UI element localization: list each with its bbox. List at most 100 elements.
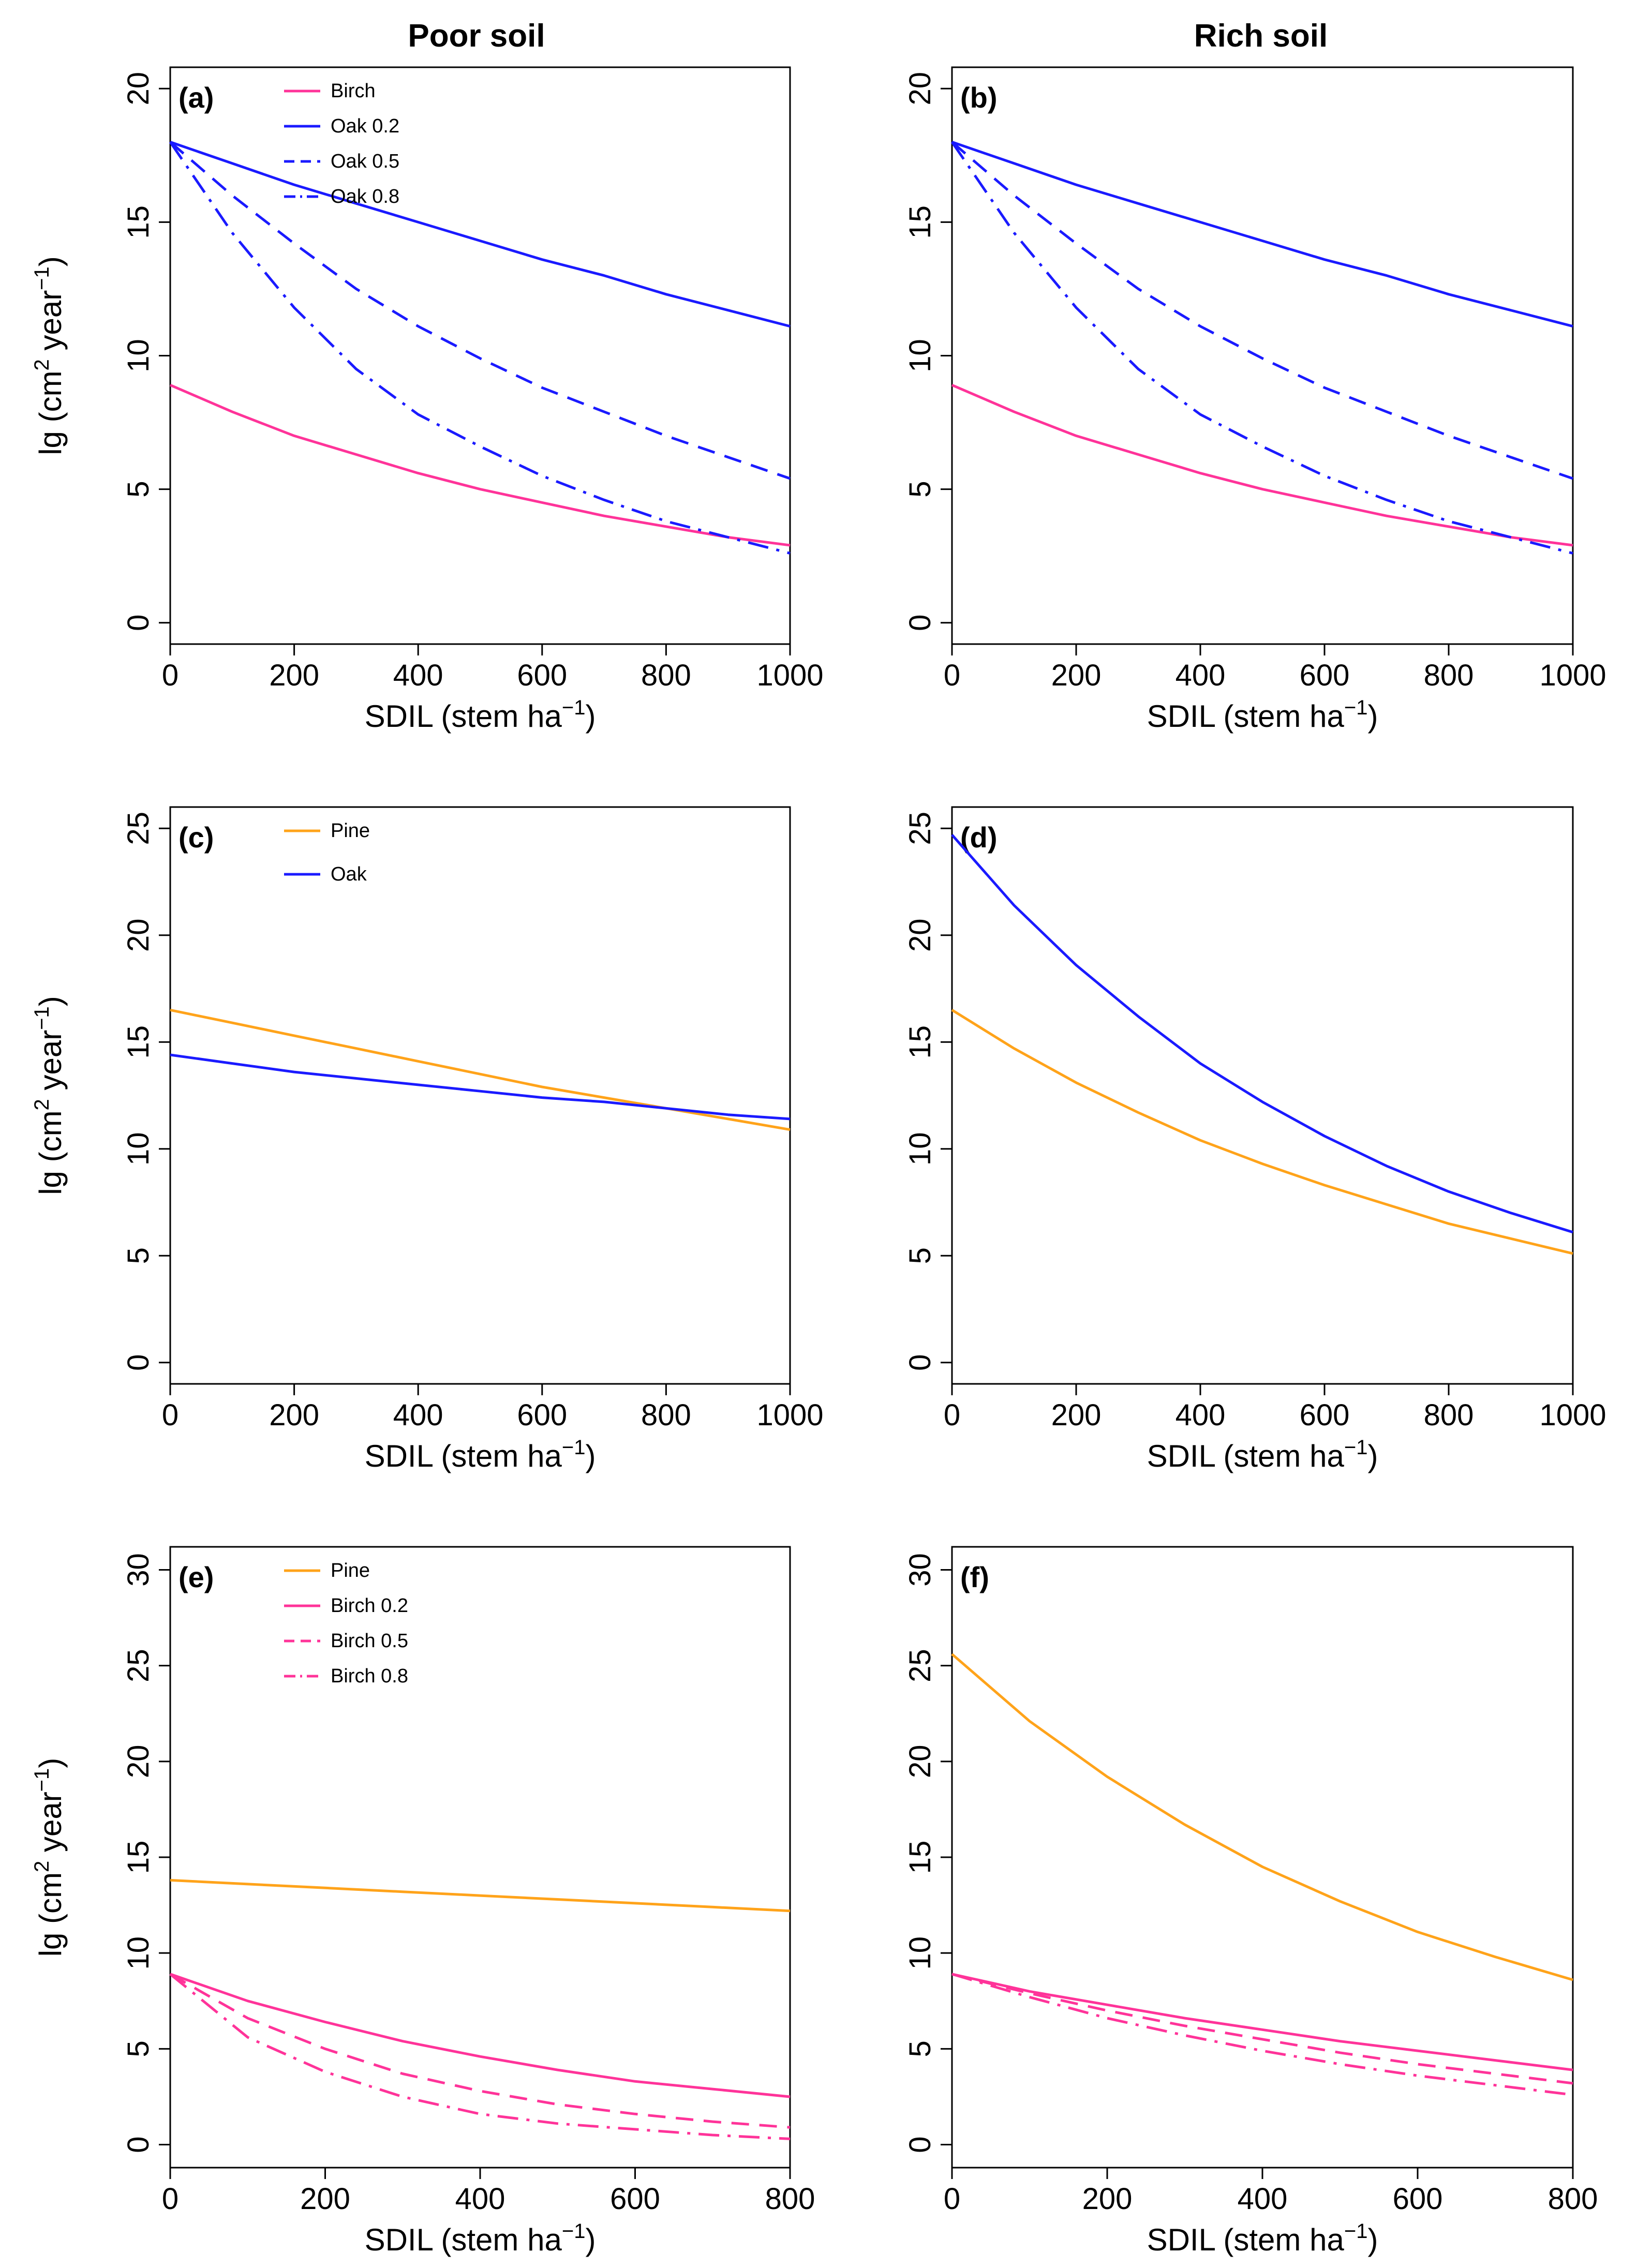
legend-entry: Pine xyxy=(331,1560,370,1581)
x-axis-label-close: ) xyxy=(585,1439,596,1473)
plot-frame xyxy=(952,807,1573,1384)
y-tick-label: 10 xyxy=(122,1132,155,1166)
x-tick-label: 400 xyxy=(455,2182,505,2216)
plot-frame xyxy=(952,1547,1573,2168)
y-tick-label: 5 xyxy=(122,1247,155,1264)
x-axis-label: SDIL (stem ha−1) xyxy=(365,1436,596,1473)
x-tick-label: 200 xyxy=(1051,1398,1102,1432)
panel-label: (b) xyxy=(960,81,998,114)
y-tick-label: 20 xyxy=(122,1745,155,1779)
y-tick-label: 20 xyxy=(122,919,155,952)
column-title-rich-soil: Rich soil xyxy=(1194,18,1328,54)
legend-entry: Oak 0.8 xyxy=(331,186,399,207)
chart-panel-c: 0 200 400 600 800 1000 0 5 10 15 20 25 SDIL (stem ha… xyxy=(31,807,824,1473)
y-tick-label: 5 xyxy=(903,481,937,497)
x-tick-label: 800 xyxy=(1548,2182,1598,2216)
y-tick-label: 15 xyxy=(903,1025,937,1059)
y-tick-label: 15 xyxy=(903,205,937,239)
x-tick-label: 400 xyxy=(393,659,443,692)
x-tick-label: 400 xyxy=(1175,1398,1226,1432)
x-axis-label: SDIL (stem ha−1) xyxy=(1147,1436,1378,1473)
series-line-oak-0-5 xyxy=(952,142,1573,479)
x-tick-label: 200 xyxy=(1082,2182,1133,2216)
x-tick-label: 200 xyxy=(1051,659,1102,692)
x-tick-label: 800 xyxy=(765,2182,815,2216)
x-axis-label-close: ) xyxy=(1367,699,1378,734)
y-axis-label-close: ) xyxy=(33,996,68,1006)
series-line-birch-0-5 xyxy=(170,1974,790,2127)
y-axis-label-text: lg (cm xyxy=(33,1872,68,1957)
y-tick-label: 0 xyxy=(122,615,155,631)
series-line-oak-0-2 xyxy=(952,142,1573,326)
x-axis-label-text: SDIL (stem ha xyxy=(365,1439,562,1473)
column-title-poor-soil: Poor soil xyxy=(408,18,545,54)
x-tick-label: 1000 xyxy=(1539,1398,1606,1432)
y-axis-label: lg (cm2 year−1) xyxy=(31,1758,68,1957)
series-line-birch-0-2 xyxy=(952,1974,1573,2070)
series-line-oak-0-8 xyxy=(170,142,790,554)
y-tick-label: 5 xyxy=(122,481,155,497)
x-tick-label: 600 xyxy=(610,2182,660,2216)
series-line-birch-0-8 xyxy=(952,1974,1573,2095)
y-tick-label: 5 xyxy=(903,2040,937,2057)
y-axis-label-superscript: −1 xyxy=(31,1006,53,1030)
x-tick-label: 0 xyxy=(162,2182,178,2216)
x-axis-label-close: ) xyxy=(585,2222,596,2257)
x-tick-label: 0 xyxy=(944,2182,960,2216)
x-axis-label-superscript: −1 xyxy=(562,1436,586,1459)
series-line-oak-0-8 xyxy=(952,142,1573,554)
x-tick-label: 800 xyxy=(1424,659,1474,692)
x-axis-label-superscript: −1 xyxy=(562,2220,586,2243)
legend-entry: Birch 0.8 xyxy=(331,1665,408,1687)
y-tick-label: 20 xyxy=(903,72,937,106)
x-tick-label: 400 xyxy=(1238,2182,1288,2216)
series-line-birch xyxy=(170,385,790,545)
y-axis-label-superscript: −1 xyxy=(31,1768,53,1792)
x-tick-label: 0 xyxy=(162,659,178,692)
x-tick-label: 200 xyxy=(269,659,319,692)
y-axis-label-text: year xyxy=(33,1792,68,1860)
x-tick-label: 600 xyxy=(1300,1398,1350,1432)
x-axis-label: SDIL (stem ha−1) xyxy=(1147,696,1378,734)
y-tick-label: 5 xyxy=(903,1247,937,1264)
panel-label: (f) xyxy=(960,1561,989,1593)
y-axis-label-close: ) xyxy=(33,256,68,266)
y-axis-label-text: year xyxy=(33,1030,68,1099)
series-line-oak-0-2 xyxy=(170,142,790,326)
x-axis-label-close: ) xyxy=(585,699,596,734)
y-tick-label: 15 xyxy=(122,1841,155,1874)
y-tick-label: 0 xyxy=(903,1354,937,1371)
legend-entry: Pine xyxy=(331,820,370,842)
plot-frame xyxy=(170,807,790,1384)
x-tick-label: 600 xyxy=(517,1398,567,1432)
x-axis-label-superscript: −1 xyxy=(562,696,586,719)
x-axis-label-text: SDIL (stem ha xyxy=(1147,699,1345,734)
legend-entry: Oak 0.5 xyxy=(331,151,399,172)
y-tick-label: 5 xyxy=(122,2040,155,2057)
y-tick-label: 10 xyxy=(903,1132,937,1166)
y-axis-label-text: year xyxy=(33,290,68,359)
x-tick-label: 1000 xyxy=(756,1398,823,1432)
y-axis-label: lg (cm2 year−1) xyxy=(31,256,68,455)
x-tick-label: 800 xyxy=(1424,1398,1474,1432)
y-tick-label: 20 xyxy=(903,919,937,952)
x-axis-label-superscript: −1 xyxy=(1344,1436,1368,1459)
y-tick-label: 25 xyxy=(122,1649,155,1682)
y-tick-label: 25 xyxy=(122,812,155,845)
y-axis-label-close: ) xyxy=(33,1758,68,1768)
series-line-pine xyxy=(952,1010,1573,1254)
chart-panel-d: 0 200 400 600 800 1000 0 5 10 15 20 25 SDIL (stem ha… xyxy=(903,807,1606,1473)
chart-panel-b: 0 200 400 600 800 1000 0 5 10 15 20 SDIL (stem ha−1… xyxy=(903,67,1606,734)
y-tick-label: 0 xyxy=(903,2136,937,2153)
x-tick-label: 200 xyxy=(300,2182,350,2216)
plot-frame xyxy=(170,67,790,644)
legend-entry: Oak 0.2 xyxy=(331,115,399,137)
x-tick-label: 0 xyxy=(944,659,960,692)
x-axis-label-text: SDIL (stem ha xyxy=(365,699,562,734)
x-axis-label-text: SDIL (stem ha xyxy=(365,2222,562,2257)
legend-entry: Birch 0.2 xyxy=(331,1595,408,1617)
y-tick-label: 0 xyxy=(122,1354,155,1371)
y-tick-label: 15 xyxy=(903,1841,937,1874)
y-tick-label: 30 xyxy=(903,1553,937,1587)
y-tick-label: 15 xyxy=(122,205,155,239)
